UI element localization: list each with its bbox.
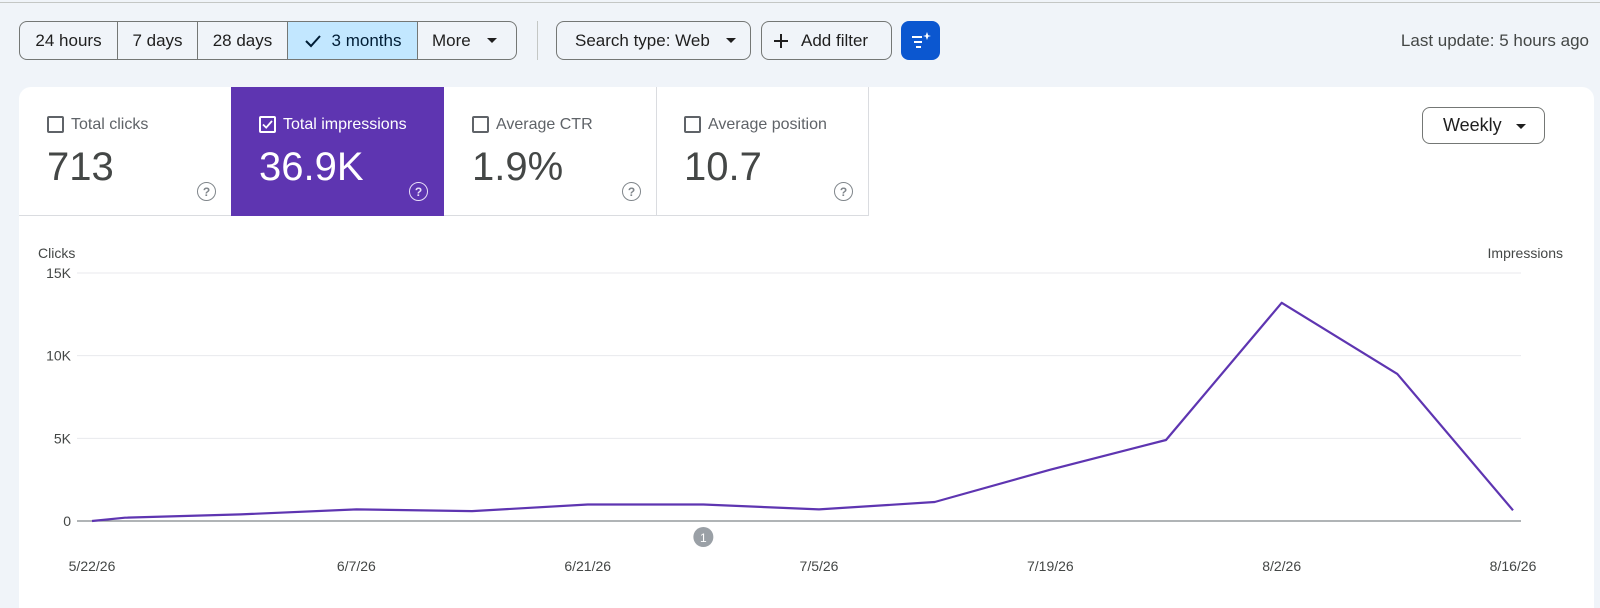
range-label: More [432, 30, 471, 50]
x-tick-label: 6/21/26 [564, 558, 611, 574]
metric-label: Average position [708, 116, 827, 133]
check-icon [304, 34, 321, 47]
ai-filter-button[interactable] [901, 21, 940, 60]
range-7-days-button[interactable]: 7 days [118, 22, 198, 59]
search-type-dropdown[interactable]: Search type: Web [556, 21, 751, 60]
x-tick-label: 8/16/26 [1490, 558, 1537, 574]
checkbox[interactable] [472, 116, 489, 133]
help-icon[interactable]: ? [409, 182, 428, 201]
toolbar-divider [537, 21, 538, 60]
range-label: 7 days [132, 30, 183, 50]
x-tick-label: 7/5/26 [800, 558, 839, 574]
sparkle-filter-icon [911, 31, 931, 48]
metric-value: 36.9K [259, 145, 364, 189]
y-tick-label: 15K [46, 265, 72, 281]
check-icon [262, 120, 273, 129]
help-icon[interactable]: ? [834, 182, 853, 201]
y-tick-label: 0 [63, 513, 71, 529]
right-axis-title: Impressions [1487, 245, 1563, 261]
chevron-down-icon [725, 38, 736, 43]
annotation-marker [693, 527, 714, 547]
x-tick-label: 7/19/26 [1027, 558, 1074, 574]
metric-average-position[interactable]: Average position 10.7 ? [656, 87, 869, 216]
performance-card: Total clicks 713 ? Total impressions 36.… [19, 87, 1594, 608]
x-tick-label: 5/22/26 [69, 558, 116, 574]
metric-average-ctr[interactable]: Average CTR 1.9% ? [444, 87, 657, 216]
chevron-down-icon [1516, 124, 1526, 129]
range-24-hours-button[interactable]: 24 hours [20, 22, 118, 59]
metric-label: Total clicks [71, 116, 149, 133]
add-filter-button[interactable]: Add filter [761, 21, 892, 60]
add-filter-label: Add filter [801, 30, 869, 50]
metric-value: 713 [47, 145, 114, 189]
metric-label: Average CTR [496, 116, 593, 133]
range-label: 3 months [331, 30, 402, 50]
range-label: 28 days [212, 30, 273, 50]
performance-chart: 0 5K 10K 15K 5/22/26 6/7/26 6/21/26 7/5/26 7/19/… [46, 265, 1537, 574]
search-type-label: Search type: Web [575, 30, 710, 50]
metric-label: Total impressions [283, 116, 407, 133]
checkbox[interactable] [684, 116, 701, 133]
last-update-text: Last update: 5 hours ago [1400, 30, 1589, 50]
plus-icon [774, 33, 788, 48]
top-divider [0, 0, 1600, 3]
range-3-months-button[interactable]: 3 months [288, 22, 418, 59]
checkbox[interactable] [47, 116, 64, 133]
date-range-selector: 24 hours 7 days 28 days 3 months More [19, 21, 517, 60]
metric-total-impressions[interactable]: Total impressions 36.9K ? [231, 87, 444, 216]
left-axis-title: Clicks [38, 245, 76, 261]
granularity-dropdown[interactable]: Weekly [1422, 107, 1545, 144]
checkbox-checked[interactable] [259, 116, 276, 133]
date-filter-toolbar: 24 hours 7 days 28 days 3 months More Se… [19, 21, 1589, 60]
granularity-label: Weekly [1443, 115, 1502, 135]
series-line-impressions [91, 301, 1514, 523]
x-tick-label: 6/7/26 [337, 558, 376, 574]
metric-total-clicks[interactable]: Total clicks 713 ? [19, 87, 232, 216]
x-tick-label: 8/2/26 [1262, 558, 1301, 574]
range-more-button[interactable]: More [418, 22, 516, 59]
help-icon[interactable]: ? [622, 182, 641, 201]
metric-value: 10.7 [684, 145, 762, 189]
metric-value: 1.9% [472, 145, 564, 189]
range-label: 24 hours [35, 30, 102, 50]
help-icon[interactable]: ? [197, 182, 216, 201]
range-28-days-button[interactable]: 28 days [198, 22, 288, 59]
y-tick-label: 10K [46, 348, 72, 364]
annotation-label: 1 [700, 531, 707, 545]
y-tick-label: 5K [54, 430, 72, 446]
chevron-down-icon [486, 38, 497, 43]
